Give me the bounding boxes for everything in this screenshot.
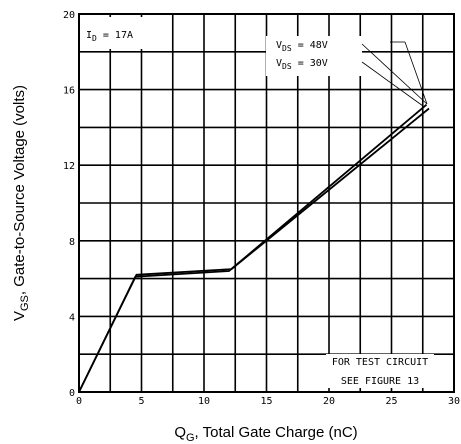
y-tick-label: 4 (69, 312, 75, 323)
test-circuit-note: FOR TEST CIRCUIT SEE FIGURE 13 (326, 354, 434, 388)
x-tick-label: 10 (198, 396, 210, 407)
grid-layer (79, 14, 454, 392)
legend-entry-48v: VDS = 48V (276, 40, 328, 53)
series-layer (78, 104, 430, 393)
x-tick-label: 5 (138, 396, 144, 407)
y-tick-label: 20 (63, 10, 75, 21)
note-line-2: SEE FIGURE 13 (341, 376, 419, 387)
id-annotation: ID = 17A (86, 30, 133, 43)
legend-leader-48v (361, 43, 428, 105)
x-tick-label: 0 (76, 396, 82, 407)
x-tick-label: 30 (448, 396, 460, 407)
y-tick-label: 0 (69, 388, 75, 399)
plot-frame (78, 13, 455, 393)
note-line-1: FOR TEST CIRCUIT (332, 357, 428, 368)
y-tick-label: 12 (63, 161, 75, 172)
tick-layer: 0 5 10 15 20 25 30 0 4 8 12 16 20 (63, 10, 460, 407)
y-axis-label: VGS, Gate-to-Source Voltage (volts) (11, 85, 31, 321)
series-line-30v (78, 104, 428, 393)
legend-entry-30v: VDS = 30V (276, 58, 328, 71)
x-tick-label: 20 (323, 396, 335, 407)
x-axis-label: QG, Total Gate Charge (nC) (174, 424, 357, 444)
x-tick-label: 15 (260, 396, 272, 407)
x-tick-label: 25 (385, 396, 397, 407)
y-tick-label: 8 (69, 237, 75, 248)
legend-leader-30v (361, 61, 424, 107)
y-tick-label: 16 (63, 86, 75, 97)
legend: VDS = 48V VDS = 30V (266, 36, 428, 107)
id-annotation-box: ID = 17A (81, 17, 163, 49)
